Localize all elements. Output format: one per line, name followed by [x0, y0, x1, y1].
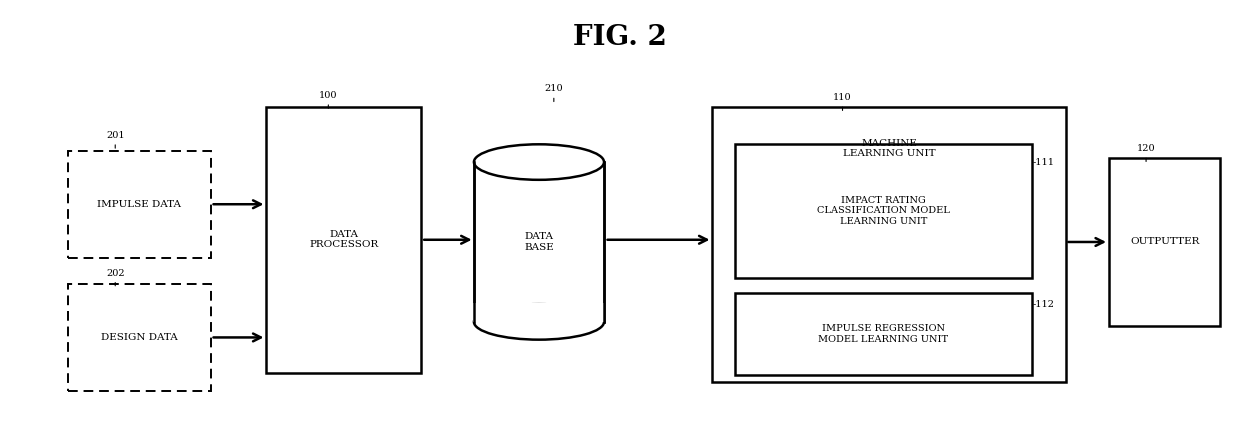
Text: 202: 202: [105, 269, 125, 278]
Text: MACHINE
LEARNING UNIT: MACHINE LEARNING UNIT: [843, 139, 935, 159]
Text: IMPULSE REGRESSION
MODEL LEARNING UNIT: IMPULSE REGRESSION MODEL LEARNING UNIT: [818, 325, 949, 344]
Text: -111: -111: [1032, 158, 1054, 166]
Text: -112: -112: [1032, 300, 1054, 309]
Text: FIG. 2: FIG. 2: [572, 24, 667, 51]
Text: OUTPUTTER: OUTPUTTER: [1130, 238, 1199, 246]
Text: 100: 100: [320, 91, 337, 100]
Text: DESIGN DATA: DESIGN DATA: [102, 333, 177, 342]
Text: 110: 110: [833, 93, 852, 102]
Text: IMPULSE DATA: IMPULSE DATA: [98, 200, 181, 209]
Text: DATA
BASE: DATA BASE: [524, 232, 554, 252]
Bar: [735, 293, 1032, 375]
Bar: [68, 284, 211, 391]
Bar: [473, 162, 605, 322]
Bar: [266, 107, 421, 373]
Bar: [735, 144, 1032, 278]
Ellipse shape: [473, 144, 605, 180]
Text: 120: 120: [1136, 144, 1156, 153]
Bar: [472, 303, 605, 322]
Ellipse shape: [473, 304, 605, 340]
Text: IMPACT RATING
CLASSIFICATION MODEL
LEARNING UNIT: IMPACT RATING CLASSIFICATION MODEL LEARN…: [817, 196, 950, 226]
Text: 201: 201: [105, 131, 125, 140]
Text: 210: 210: [544, 84, 564, 93]
Bar: [68, 151, 211, 258]
Text: DATA
PROCESSOR: DATA PROCESSOR: [310, 230, 378, 250]
Bar: [712, 107, 1066, 382]
Bar: [1109, 158, 1220, 326]
